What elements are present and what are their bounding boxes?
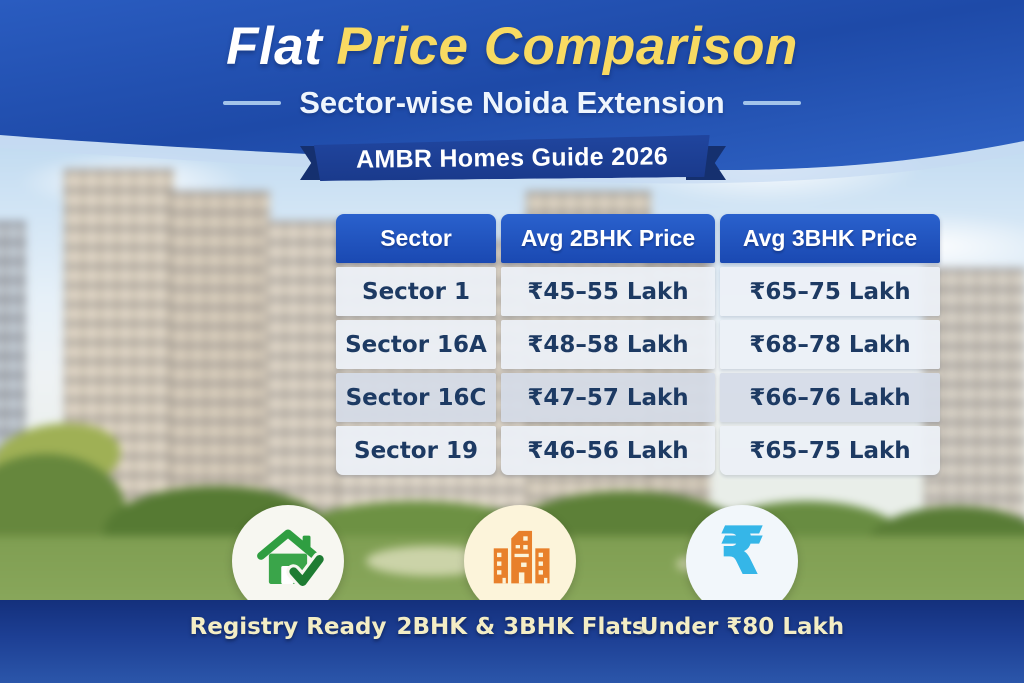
price-cell: ₹47–57 Lakh bbox=[501, 373, 715, 422]
price-cell: ₹65–75 Lakh bbox=[720, 426, 940, 475]
title-words-price-comparison: Price Comparison bbox=[336, 17, 798, 76]
price-cell: ₹48–58 Lakh bbox=[501, 320, 715, 369]
price-cell: ₹66–76 Lakh bbox=[720, 373, 940, 422]
badge-budget: ₹ bbox=[686, 505, 798, 617]
price-cell: ₹65–75 Lakh bbox=[720, 267, 940, 316]
bottom-bar: Registry Ready 2BHK & 3BHK Flats Under ₹… bbox=[0, 600, 1024, 683]
feature-label-budget: Under ₹80 Lakh bbox=[639, 614, 845, 640]
buildings-icon bbox=[493, 530, 550, 584]
rupee-icon: ₹ bbox=[719, 514, 766, 590]
column-header: Avg 3BHK Price bbox=[720, 214, 940, 263]
subtitle-dash-right bbox=[742, 101, 801, 105]
subtitle-dash-left bbox=[223, 101, 282, 105]
badge-registry-ready bbox=[232, 505, 344, 617]
price-table-body: Sector 1 ₹45–55 Lakh ₹65–75 Lakh Sector 16A… bbox=[336, 267, 940, 475]
header-band bbox=[0, 0, 1024, 184]
price-cell: ₹45–55 Lakh bbox=[501, 267, 715, 316]
price-cell: ₹68–78 Lakh bbox=[720, 320, 940, 369]
sector-cell: Sector 1 bbox=[336, 267, 496, 316]
sector-cell: Sector 16C bbox=[336, 373, 496, 422]
title-word-flat: Flat bbox=[226, 17, 323, 76]
header: Flat Price Comparison Sector-wise Noida E… bbox=[0, 0, 1024, 121]
header-curve bbox=[0, 0, 1024, 171]
header-swoosh bbox=[0, 135, 1024, 184]
feature-label-registry-ready: Registry Ready bbox=[189, 614, 387, 640]
price-cell: ₹46–56 Lakh bbox=[501, 426, 715, 475]
column-header: Sector bbox=[336, 214, 496, 263]
sector-cell: Sector 19 bbox=[336, 426, 496, 475]
price-table: Sector Avg 2BHK Price Avg 3BHK Price Secto… bbox=[336, 214, 940, 475]
page-title: Flat Price Comparison bbox=[0, 16, 1024, 77]
column-header: Avg 2BHK Price bbox=[501, 214, 715, 263]
ribbon-text: AMBR Homes Guide 2026 bbox=[355, 141, 669, 174]
house-check-icon bbox=[257, 529, 324, 590]
price-table-header: Sector Avg 2BHK Price Avg 3BHK Price bbox=[336, 214, 940, 263]
subtitle-row: Sector-wise Noida Extension bbox=[0, 85, 1024, 121]
badge-flats bbox=[464, 505, 576, 617]
feature-label-flats: 2BHK & 3BHK Flats bbox=[396, 614, 646, 640]
sector-cell: Sector 16A bbox=[336, 320, 496, 369]
subtitle: Sector-wise Noida Extension bbox=[299, 85, 725, 120]
